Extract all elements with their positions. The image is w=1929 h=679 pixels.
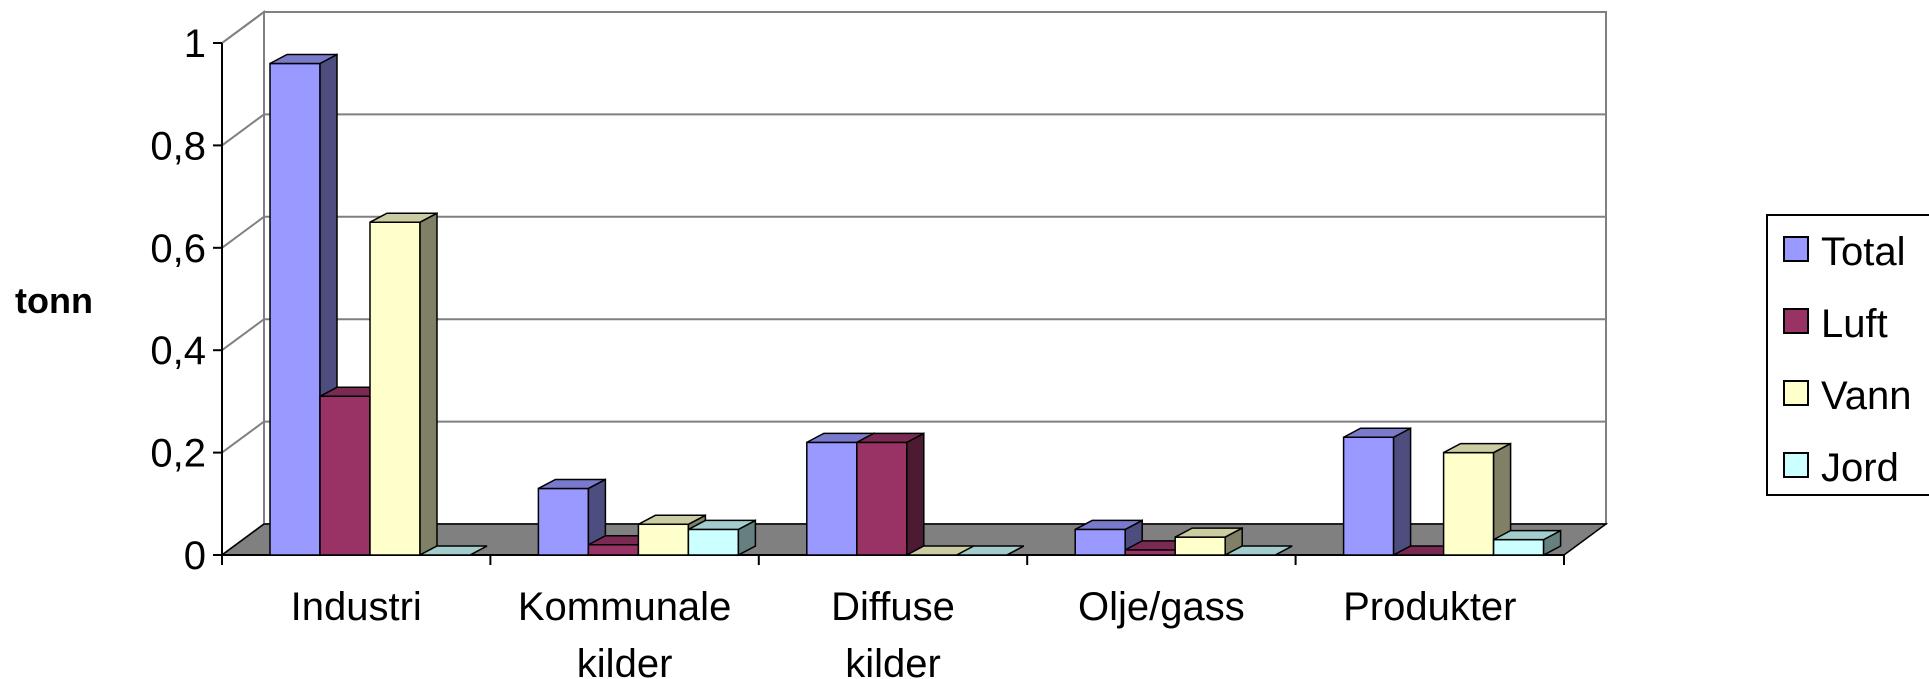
x-axis: Industri Kommunale kilder Diffuse kilder Olje… (221, 554, 1565, 679)
legend-swatch (1783, 236, 1809, 262)
bar-top (369, 212, 438, 223)
bar-top (1174, 527, 1243, 538)
bar-side (419, 211, 438, 557)
bar-front (1442, 451, 1495, 556)
y-tick-label: 0,8 (150, 124, 206, 168)
bar (856, 432, 925, 557)
legend-entry: Jord (1821, 446, 1899, 490)
legend-entry: Vann (1821, 374, 1911, 418)
y-tick-label: 0,2 (150, 432, 206, 476)
x-category-label: kilder (845, 642, 941, 679)
bars (269, 53, 1562, 557)
bar (1174, 526, 1243, 557)
legend-swatch (1783, 452, 1809, 478)
bar-top (638, 514, 706, 526)
bar-side (1392, 426, 1412, 557)
bar-front (1124, 549, 1176, 556)
y-tick-label: 1 (184, 22, 206, 66)
bar-top (1343, 427, 1411, 438)
bar-top (269, 53, 338, 65)
bar-front (637, 523, 690, 556)
y-axis: 0 0,2 0,4 0,6 0,8 1 (150, 22, 223, 578)
bar-front (587, 544, 640, 556)
x-category-label: Produkter (1343, 585, 1516, 629)
bar-front (369, 221, 421, 556)
bar-front (806, 441, 858, 556)
x-category-label: Industri (291, 585, 422, 629)
y-tick-label: 0,6 (150, 227, 206, 271)
bar-front (537, 487, 590, 556)
bar (687, 519, 757, 557)
bar (369, 211, 438, 557)
y-axis-label: tonn (15, 280, 93, 321)
legend: Total Luft Vann Jord (1766, 214, 1929, 496)
y-tick-label: 0,4 (150, 329, 206, 373)
bar-front (319, 395, 371, 556)
legend-swatch (1783, 380, 1809, 406)
gridline (221, 318, 1606, 352)
gridline (221, 420, 1606, 454)
bar-front (856, 441, 908, 556)
bar-top (856, 432, 925, 444)
bar-front (1342, 436, 1395, 556)
legend-swatch (1783, 308, 1809, 334)
x-category-label: kilder (577, 642, 673, 679)
bar (956, 545, 1025, 556)
bar (1224, 545, 1293, 556)
side-wall (221, 10, 265, 557)
bar-top (419, 545, 488, 556)
bar-front (687, 528, 740, 556)
gridline (221, 11, 1606, 44)
bar-top (1224, 545, 1293, 556)
bar-top (1074, 519, 1143, 531)
gridline (221, 215, 1606, 249)
bar (1342, 426, 1412, 557)
bar-front (1492, 538, 1545, 556)
legend-entry: Total (1821, 230, 1906, 274)
x-category-label: Kommunale (518, 585, 731, 629)
bar (1442, 442, 1512, 557)
bar (1492, 529, 1562, 557)
legend-entry: Luft (1821, 302, 1888, 346)
x-category-label: Diffuse (831, 585, 955, 629)
bar-top (538, 478, 606, 490)
bar (419, 545, 488, 556)
bar-front (1074, 528, 1126, 556)
x-category-label: Olje/gass (1078, 585, 1245, 629)
bar-top (688, 519, 756, 531)
bar-top (956, 545, 1025, 556)
gridline (221, 113, 1606, 147)
bar-top (1493, 529, 1561, 541)
bar-side (906, 432, 925, 557)
y-tick-label: 0 (184, 534, 206, 578)
bar-front (1174, 536, 1226, 556)
bar-front (269, 62, 321, 556)
gridlines (221, 11, 1606, 454)
bar-top (1443, 442, 1511, 454)
